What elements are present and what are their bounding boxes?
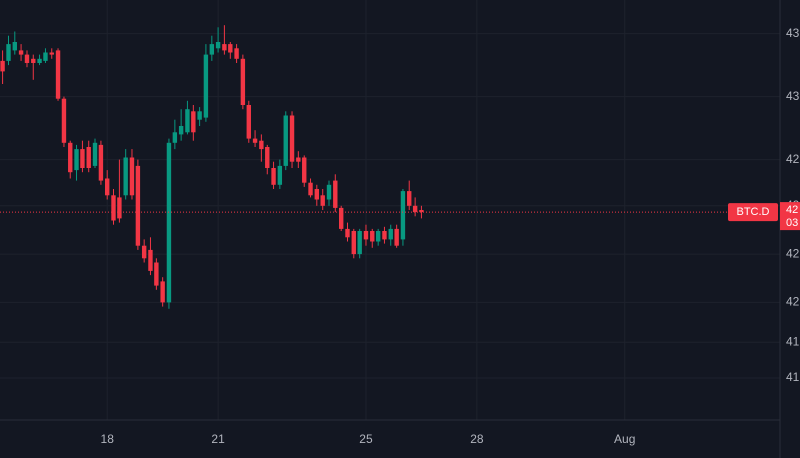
x-tick-label: 28 xyxy=(470,432,484,446)
candle-body xyxy=(222,44,227,51)
candle-body xyxy=(166,142,172,303)
candle-body xyxy=(0,60,5,72)
candle-body xyxy=(117,197,122,219)
candle-body xyxy=(31,58,36,63)
candle-body xyxy=(296,157,301,162)
symbol-label: BTC.D xyxy=(737,206,770,218)
candle-body xyxy=(18,50,24,55)
x-tick-label: 25 xyxy=(359,432,373,446)
candle-body xyxy=(43,52,48,61)
candle-body xyxy=(246,105,251,139)
candle-body xyxy=(351,231,356,255)
candle-body xyxy=(234,48,239,59)
candle-body xyxy=(37,58,42,63)
candle-body xyxy=(345,228,350,238)
candle-body xyxy=(357,231,362,255)
price-badge xyxy=(780,202,800,231)
candle-body xyxy=(24,54,30,63)
y-tick-label: 42 xyxy=(786,152,800,166)
candle-body xyxy=(105,178,110,196)
candle-body xyxy=(209,44,215,55)
candle-body xyxy=(240,58,246,105)
candle-body xyxy=(419,210,424,213)
candle-body xyxy=(394,228,399,246)
last-price-label: 42 xyxy=(786,204,798,216)
candle-body xyxy=(111,195,116,221)
candle-body xyxy=(92,142,98,166)
candle-body xyxy=(400,191,406,240)
y-tick-label: 41 xyxy=(786,370,800,384)
candle-body xyxy=(252,138,258,143)
candles xyxy=(0,25,424,309)
candle-body xyxy=(320,195,325,206)
candle-body xyxy=(375,231,381,242)
candle-body xyxy=(61,98,67,143)
candle-body xyxy=(339,207,344,229)
candle-body xyxy=(302,157,307,183)
candle-body xyxy=(407,191,412,206)
candle-body xyxy=(333,180,338,208)
candle-body xyxy=(6,44,11,61)
candle-body xyxy=(215,42,221,49)
candle-body xyxy=(141,245,147,259)
candle-body xyxy=(259,140,264,150)
y-tick-label: 42 xyxy=(786,295,800,309)
candle-body xyxy=(123,157,128,196)
x-tick-label: Aug xyxy=(614,432,635,446)
candle-body xyxy=(203,54,209,118)
candle-body xyxy=(172,132,178,143)
candle-body xyxy=(308,182,313,196)
candle-body xyxy=(74,149,79,171)
candle-body xyxy=(80,149,85,168)
candle-body xyxy=(388,228,393,240)
y-tick-label: 41 xyxy=(786,334,800,348)
candle-body xyxy=(12,42,17,51)
symbol-badge xyxy=(728,203,778,222)
countdown-label: 03 xyxy=(786,217,798,229)
x-tick-label: 21 xyxy=(211,432,225,446)
y-tick-label: 42 xyxy=(786,246,800,260)
candle-body xyxy=(68,142,73,173)
candle-body xyxy=(178,126,184,135)
candle-body xyxy=(160,281,165,303)
candle-body xyxy=(129,157,135,196)
y-tick-label: 43 xyxy=(786,26,800,40)
candle-body xyxy=(314,189,320,200)
candle-body xyxy=(370,231,375,242)
candle-body xyxy=(277,165,283,185)
candle-body xyxy=(382,231,387,240)
candle-body xyxy=(326,184,332,200)
candle-body xyxy=(86,147,91,168)
candle-body xyxy=(363,231,369,240)
candle-body xyxy=(55,50,61,99)
candle-body xyxy=(154,262,159,286)
candle-body xyxy=(289,115,295,162)
candle-body xyxy=(191,111,196,133)
candle-body xyxy=(148,249,153,271)
candle-body xyxy=(283,115,288,166)
candle-body xyxy=(271,168,276,185)
candle-body xyxy=(49,52,54,55)
y-tick-label: 43 xyxy=(786,89,800,103)
candle-body xyxy=(185,109,190,133)
candle-body xyxy=(265,147,270,168)
candle-body xyxy=(228,44,233,53)
x-tick-label: 18 xyxy=(101,432,115,446)
candle-body xyxy=(135,165,141,246)
candle-body xyxy=(412,205,418,213)
candle-body xyxy=(98,144,104,181)
candle-body xyxy=(197,111,202,120)
